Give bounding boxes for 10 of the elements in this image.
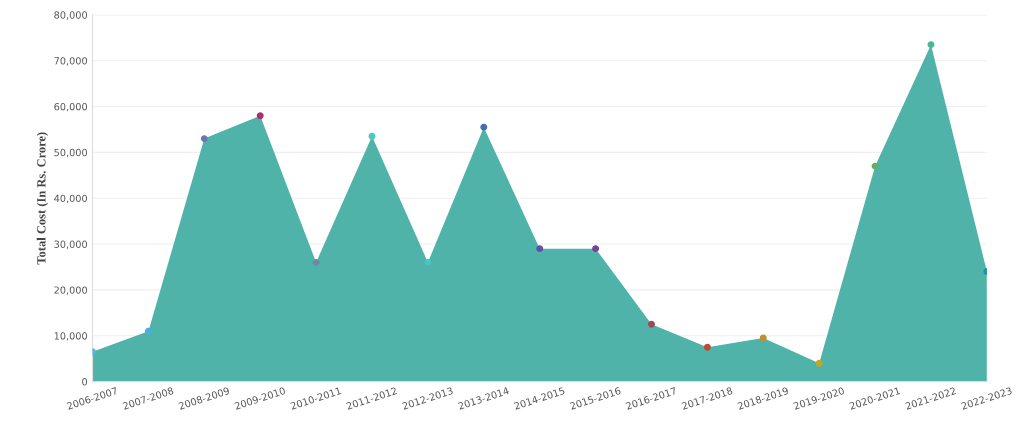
y-tick-label: 10,000 <box>54 332 88 341</box>
y-tick-label: 60,000 <box>54 103 88 112</box>
y-tick-label: 40,000 <box>54 194 88 204</box>
y-tick-label: 50,000 <box>54 148 88 158</box>
y-tick-label: 20,000 <box>54 286 88 295</box>
y-tick-label: 0 <box>82 378 88 386</box>
y-tick-label: 30,000 <box>54 240 88 249</box>
y-tick-label: 70,000 <box>54 57 88 66</box>
y-tick-label: 80,000 <box>54 11 88 20</box>
y-axis-title: Total Cost (In Rs. Crore) <box>36 132 49 265</box>
